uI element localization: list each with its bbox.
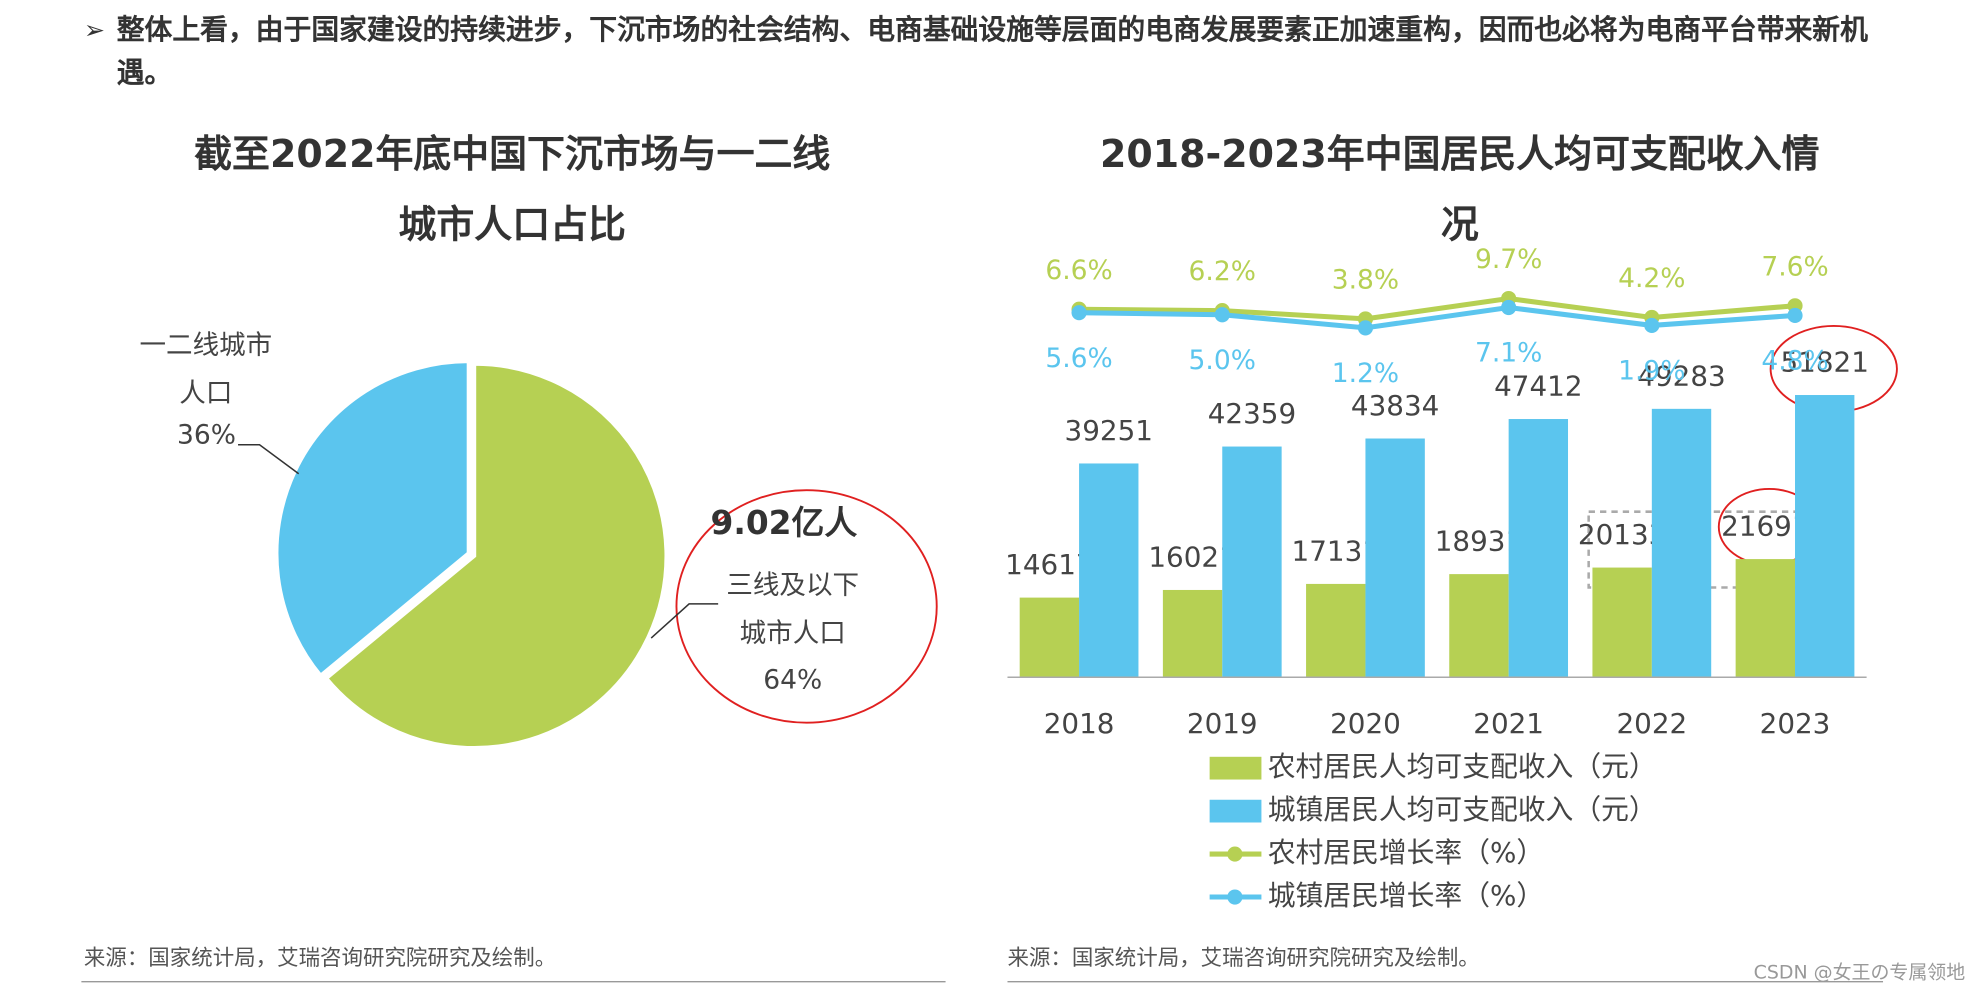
x-tick-label: 2019 (1187, 707, 1258, 740)
legend-label: 农村居民人均可支配收入（元） (1268, 750, 1657, 783)
chart-title: 截至2022年底中国下沉市场与一二线城市人口占比 (194, 132, 831, 248)
pie-slice (323, 361, 669, 750)
data-label: 16021 (1148, 540, 1236, 573)
data-label: 42359 (1208, 397, 1296, 430)
data-label: 20133 (1578, 518, 1666, 551)
bar (1306, 583, 1366, 678)
x-tick-label: 2018 (1044, 707, 1115, 740)
pie-category-label: 一二线城市人口 (139, 329, 273, 409)
leader-line (238, 443, 300, 475)
pie-category-label-box: 一二线城市人口 (139, 329, 273, 409)
legend-label: 农村居民增长率（%） (1268, 836, 1544, 869)
legend-swatch (1227, 846, 1243, 862)
data-label: 4.2% (1618, 263, 1685, 294)
data-label: 39251 (1065, 414, 1153, 447)
leader-line (650, 603, 719, 639)
header-box: 整体上看，由于国家建设的持续进步，下沉市场的社会结构、电商基础设施等层面的电商发… (116, 15, 1868, 90)
bar (1019, 597, 1080, 678)
data-label: 7.1% (1475, 338, 1542, 369)
x-tick-label: 2021 (1473, 707, 1544, 740)
bar (1079, 463, 1139, 678)
data-label: 9.7% (1475, 244, 1542, 275)
line-point (1501, 299, 1517, 316)
source-note: 来源：国家统计局，艾瑞咨询研究院研究及绘制。 (84, 946, 556, 971)
data-label: 51821 (1781, 345, 1869, 378)
line-series (1079, 295, 1796, 322)
pie-category-label: 三线及以下城市人口 (726, 569, 860, 649)
line-point (1787, 307, 1803, 324)
data-label: 5.0% (1189, 345, 1256, 376)
bar (1449, 574, 1509, 678)
data-label: 1.2% (1332, 358, 1399, 389)
legend-label: 城镇居民人均可支配收入（元） (1268, 793, 1657, 826)
data-label: 3.8% (1332, 264, 1399, 295)
pie-value-label: 36% (177, 419, 236, 450)
data-label: 47412 (1494, 369, 1582, 402)
bar (1735, 559, 1796, 678)
legend-swatch (1209, 799, 1262, 823)
bar (1365, 438, 1425, 678)
data-label: 6.2% (1189, 256, 1256, 287)
x-tick-label: 2022 (1616, 707, 1687, 740)
data-label: 14617 (1005, 548, 1093, 581)
bar-title-box: 2018-2023年中国居民人均可支配收入情况 (1100, 132, 1820, 248)
bar (1222, 446, 1282, 678)
legend-swatch (1209, 756, 1262, 780)
bar (1508, 419, 1569, 678)
data-label: 6.6% (1045, 255, 1112, 286)
chart-title: 2018-2023年中国居民人均可支配收入情况 (1100, 132, 1820, 248)
x-tick-label: 2020 (1330, 707, 1401, 740)
x-tick-label: 2023 (1760, 707, 1831, 740)
source-note: 来源：国家统计局，艾瑞咨询研究院研究及绘制。 (1007, 946, 1479, 971)
data-label: 49283 (1637, 359, 1725, 392)
pie-value-label: 64% (763, 664, 822, 695)
watermark: CSDN @女王の专属领地 (1754, 961, 1966, 983)
data-label: 4.8% (1761, 346, 1828, 377)
line-point (1357, 320, 1374, 336)
header-bullet: 整体上看，由于国家建设的持续进步，下沉市场的社会结构、电商基础设施等层面的电商发… (116, 15, 1868, 90)
line-point (1214, 307, 1230, 323)
data-label: 7.6% (1761, 251, 1828, 282)
data-label: 43834 (1351, 389, 1439, 422)
legend-label: 城镇居民增长率（%） (1268, 879, 1544, 912)
data-label: 5.6% (1045, 343, 1112, 374)
pie-annotation: 9.02亿人 (711, 504, 858, 542)
bullet-marker: ➢ (84, 16, 105, 45)
pie-title-box: 截至2022年底中国下沉市场与一二线城市人口占比 (194, 132, 831, 248)
bar (1592, 567, 1652, 678)
bar (1795, 395, 1855, 678)
data-label: 17131 (1292, 534, 1380, 567)
data-label: 18931 (1435, 525, 1523, 558)
bar (1651, 408, 1712, 678)
line-point (1071, 305, 1087, 321)
line-point (1644, 317, 1660, 334)
legend-swatch (1227, 889, 1243, 905)
pie-category-label-box: 三线及以下城市人口 (726, 569, 860, 649)
line-series (1079, 304, 1796, 331)
data-label: 1.9% (1618, 356, 1685, 387)
data-label: 21691 (1721, 509, 1809, 542)
bar (1162, 589, 1223, 678)
highlight-circle (675, 489, 938, 724)
